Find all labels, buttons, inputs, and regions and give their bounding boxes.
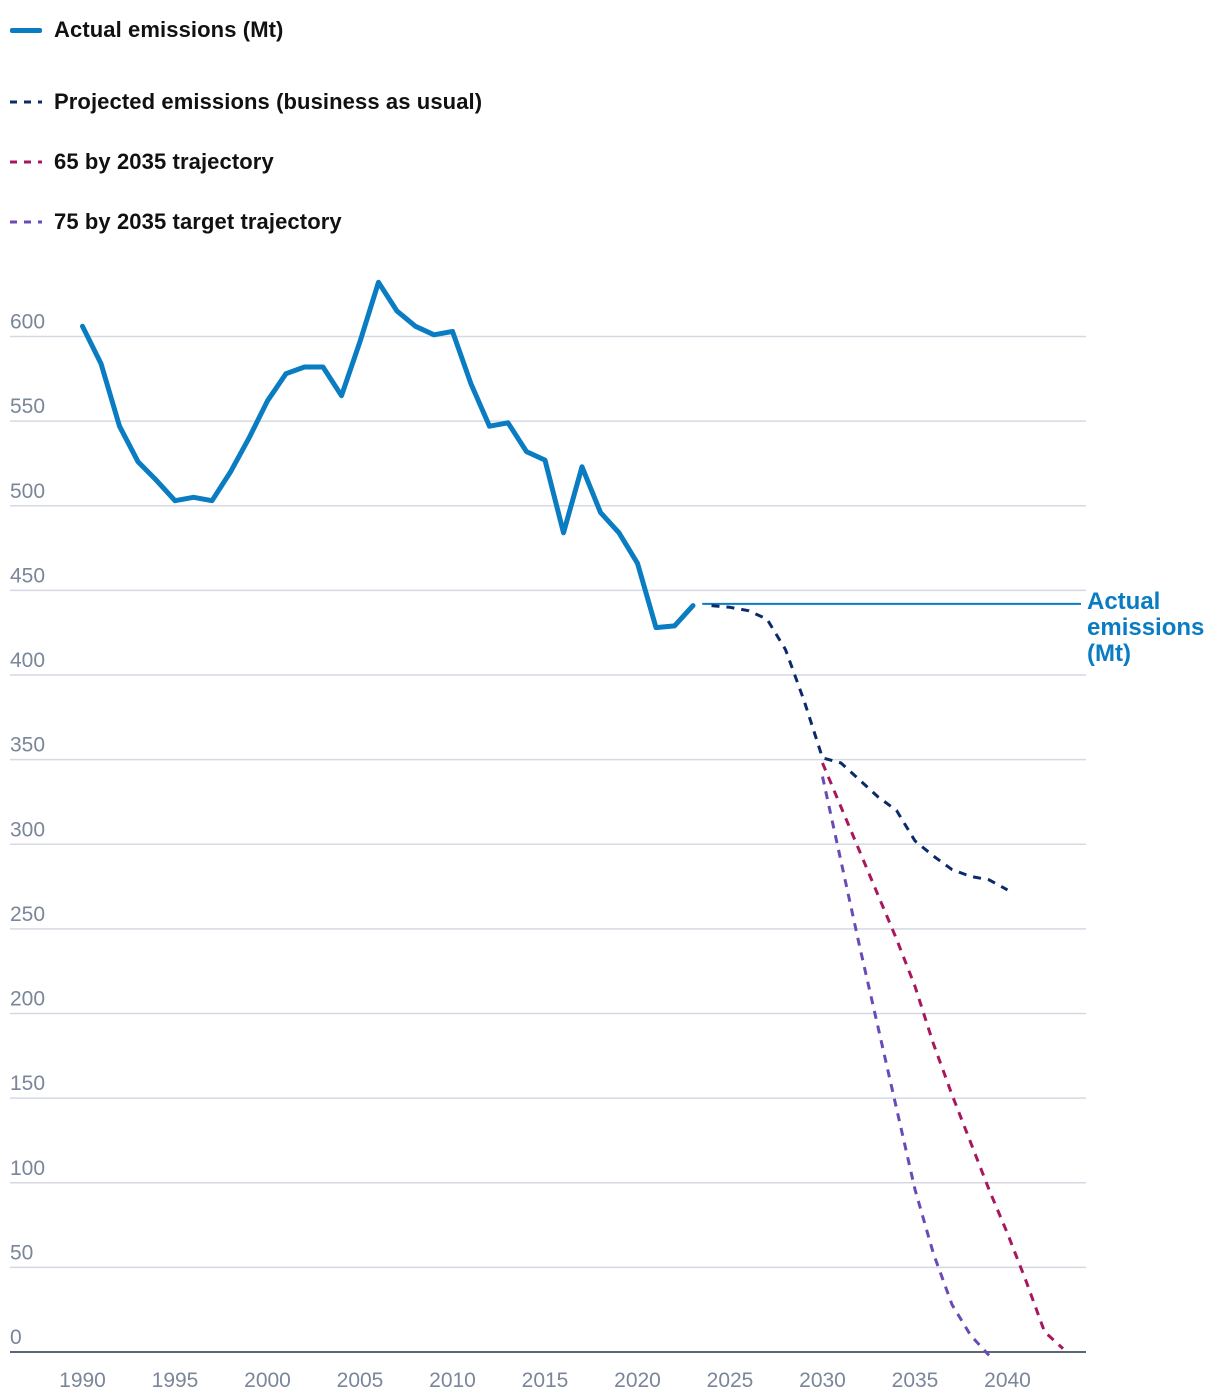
y-tick-label-150: 150 [10,1072,45,1095]
y-axis-ticks: 0 50 100 150 200 250 300 350 400 450 500 550 600 [10,311,45,1350]
series-75-trajectory [821,776,991,1357]
legend-swatch-75-trajectory [10,220,42,224]
y-tick-label-350: 350 [10,734,45,757]
reference-label-line-0: Actual [1087,588,1160,615]
x-tick-label-2015: 2015 [522,1369,569,1392]
x-tick-label-1990: 1990 [59,1369,106,1392]
x-axis-ticks: 1990 1995 2000 2005 2010 2015 2020 2025 2030 2035… [59,1369,1031,1392]
y-tick-label-200: 200 [10,988,45,1011]
legend-item-75-trajectory: 75 by 2035 target trajectory [10,192,482,252]
y-tick-label-600: 600 [10,311,45,334]
legend-label-actual: Actual emissions (Mt) [54,17,284,42]
x-tick-label-2025: 2025 [707,1369,754,1392]
series-65-trajectory [821,762,1065,1350]
x-tick-label-2000: 2000 [244,1369,291,1392]
y-tick-label-50: 50 [10,1241,33,1264]
legend-item-65-trajectory: 65 by 2035 trajectory [10,132,482,192]
y-tick-label-500: 500 [10,480,45,503]
x-tick-label-1995: 1995 [152,1369,199,1392]
y-tick-label-450: 450 [10,564,45,587]
y-tick-label-550: 550 [10,395,45,418]
legend-item-actual: Actual emissions (Mt) [10,12,482,48]
legend-swatch-projected [10,100,42,104]
series-projected-bau [711,604,1009,892]
y-tick-label-250: 250 [10,903,45,926]
x-tick-label-2010: 2010 [429,1369,476,1392]
legend-swatch-65-trajectory [10,160,42,164]
x-tick-label-2040: 2040 [984,1369,1031,1392]
y-tick-label-100: 100 [10,1157,45,1180]
series-actual-emissions [80,279,696,631]
series-group [80,279,1065,1357]
x-tick-label-2005: 2005 [337,1369,384,1392]
x-tick-label-2035: 2035 [892,1369,939,1392]
y-tick-label-0: 0 [10,1326,22,1349]
y-tick-label-300: 300 [10,818,45,841]
legend: Actual emissions (Mt) Projected emission… [10,12,482,252]
y-tick-label-400: 400 [10,649,45,672]
legend-label-projected: Projected emissions (business as usual) [54,89,483,114]
legend-label-65-trajectory: 65 by 2035 trajectory [54,149,274,174]
x-tick-label-2020: 2020 [614,1369,661,1392]
grid [10,335,1086,1353]
reference-label-line-2: (Mt) [1087,640,1131,667]
reference-label-line-1: emissions [1087,614,1204,641]
legend-label-75-trajectory: 75 by 2035 target trajectory [54,209,342,234]
x-tick-label-2030: 2030 [799,1369,846,1392]
legend-swatch-actual [10,27,42,33]
legend-item-projected: Projected emissions (business as usual) [10,72,482,132]
